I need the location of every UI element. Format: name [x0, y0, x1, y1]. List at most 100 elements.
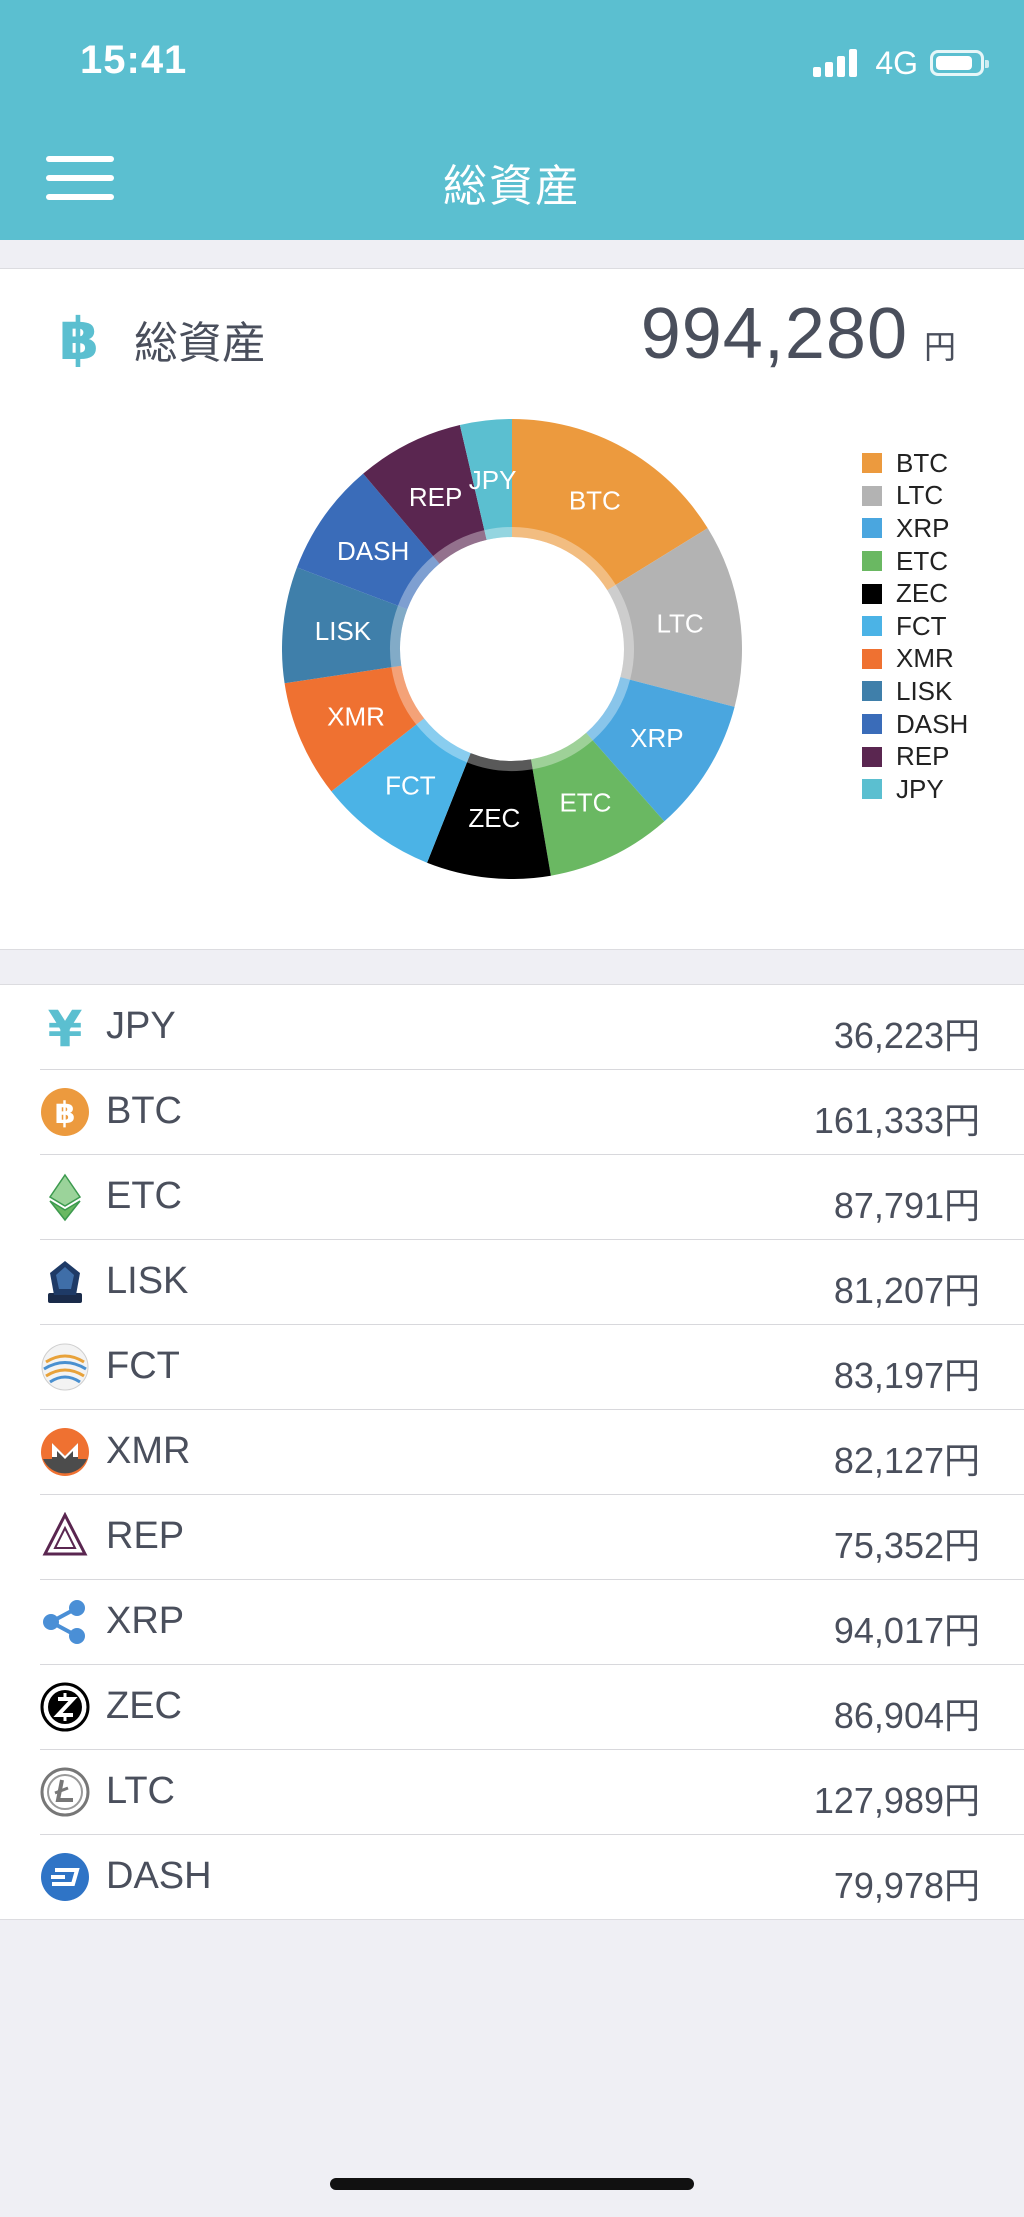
legend-swatch — [862, 453, 882, 474]
donut-slice-rep — [363, 424, 487, 564]
status-time: 15:41 — [80, 38, 188, 82]
asset-row-jpy[interactable]: ¥ JPY 36,223円 — [40, 985, 1024, 1070]
asset-row-ltc[interactable]: LTC 127,989円 — [40, 1750, 1024, 1835]
page-title: 総資産 — [443, 162, 581, 211]
dash-icon — [41, 1853, 89, 1901]
battery-icon — [930, 50, 989, 76]
donut-inner-band — [484, 527, 512, 540]
donut-inner-band — [391, 665, 425, 725]
legend-label: LISK — [896, 675, 953, 706]
legend-label: DASH — [896, 708, 969, 739]
asset-value: 75,352円 — [833, 1525, 980, 1566]
legend-label: ETC — [896, 545, 948, 576]
donut-slice-xmr — [284, 665, 425, 792]
asset-list: ¥ JPY 36,223円 ฿ BTC 161,333円 ETC 87,791円 LISK 81,… — [0, 984, 1024, 1920]
asset-value: 94,017円 — [833, 1610, 980, 1651]
donut-label-lisk: LISK — [315, 616, 372, 646]
legend-swatch — [862, 779, 882, 800]
legend-label: XMR — [896, 643, 954, 674]
donut-label-jpy: JPY — [469, 465, 517, 495]
asset-symbol: XMR — [106, 1430, 191, 1472]
legend-item-jpy: JPY — [862, 773, 968, 806]
yen-icon: ¥ — [48, 1002, 83, 1052]
legend-item-etc: ETC — [862, 545, 968, 578]
donut-label-ltc: LTC — [657, 609, 704, 639]
ripple-icon — [43, 1600, 85, 1644]
asset-row-xrp[interactable]: XRP 94,017円 — [40, 1580, 1024, 1665]
asset-row-btc[interactable]: ฿ BTC 161,333円 — [40, 1070, 1024, 1155]
legend-item-fct: FCT — [862, 610, 968, 643]
status-indicators: 4G — [813, 44, 989, 81]
donut-inner-band — [397, 555, 440, 610]
donut-slice-fct — [331, 718, 471, 863]
asset-symbol: ZEC — [106, 1685, 182, 1727]
asset-symbol: ETC — [106, 1175, 182, 1217]
home-indicator[interactable] — [330, 2178, 694, 2190]
donut-inner-band — [390, 605, 408, 668]
augur-icon — [42, 1512, 88, 1556]
asset-row-lisk[interactable]: LISK 81,207円 — [40, 1240, 1024, 1325]
ethereum-classic-icon — [48, 1173, 82, 1222]
legend-item-rep: REP — [862, 740, 968, 773]
asset-row-xmr[interactable]: XMR 82,127円 — [40, 1410, 1024, 1495]
donut-inner-band — [416, 718, 471, 763]
lisk-icon — [48, 1261, 82, 1303]
asset-symbol: FCT — [106, 1345, 180, 1387]
asset-row-rep[interactable]: REP 75,352円 — [40, 1495, 1024, 1580]
asset-symbol: REP — [106, 1515, 185, 1557]
legend-item-xmr: XMR — [862, 643, 968, 676]
donut-inner-band — [512, 527, 616, 591]
network-type: 4G — [875, 44, 918, 81]
summary-title: 総資産 — [134, 319, 266, 368]
legend-swatch — [862, 746, 882, 767]
legend-item-dash: DASH — [862, 708, 968, 741]
asset-symbol: JPY — [106, 1005, 176, 1047]
asset-value: 82,127円 — [833, 1440, 980, 1481]
donut-label-etc: ETC — [559, 787, 611, 817]
chart-legend: BTC LTC XRP ETC ZEC FCT XMR LISK DASH REP JPY — [862, 447, 968, 806]
asset-value: 87,791円 — [833, 1185, 980, 1226]
legend-label: XRP — [896, 512, 950, 543]
svg-text:฿: ฿ — [55, 1096, 76, 1131]
donut-inner-band — [530, 732, 593, 770]
donut-inner-band — [466, 753, 533, 771]
legend-label: REP — [896, 741, 950, 772]
asset-value: 81,207円 — [833, 1270, 980, 1311]
donut-slice-jpy — [459, 419, 512, 540]
donut-label-xmr: XMR — [327, 702, 385, 732]
hamburger-menu-icon[interactable] — [46, 156, 114, 202]
legend-swatch — [862, 583, 882, 604]
asset-symbol: BTC — [106, 1090, 182, 1132]
asset-symbol: DASH — [106, 1855, 212, 1897]
donut-slice-zec — [427, 753, 551, 879]
total-value: 994,280 — [640, 294, 908, 374]
donut-label-zec: ZEC — [468, 803, 520, 833]
total-amount: 994,280 円 — [641, 293, 956, 375]
donut-label-dash: DASH — [337, 536, 409, 566]
asset-row-zec[interactable]: ZEC 86,904円 — [40, 1665, 1024, 1750]
asset-row-etc[interactable]: ETC 87,791円 — [40, 1155, 1024, 1240]
legend-swatch — [862, 616, 882, 637]
signal-icon — [813, 49, 861, 77]
donut-inner-band — [433, 530, 487, 564]
donut-slice-xrp — [586, 677, 735, 822]
svg-text:¥: ¥ — [48, 1002, 83, 1052]
zcash-icon — [40, 1682, 90, 1732]
factom-icon — [41, 1343, 89, 1391]
asset-row-dash[interactable]: DASH 79,978円 — [40, 1835, 1024, 1919]
asset-value: 36,223円 — [833, 1015, 980, 1056]
asset-row-fct[interactable]: FCT 83,197円 — [40, 1325, 1024, 1410]
asset-value: 86,904円 — [833, 1695, 980, 1736]
donut-slice-btc — [512, 419, 708, 591]
asset-symbol: LTC — [106, 1770, 175, 1812]
legend-label: LTC — [896, 480, 944, 511]
bitcoin-icon: ฿ — [41, 1088, 89, 1136]
asset-symbol: XRP — [106, 1600, 185, 1642]
svg-text:฿: ฿ — [59, 307, 99, 367]
asset-value: 83,197円 — [833, 1355, 980, 1396]
donut-label-xrp: XRP — [630, 723, 683, 753]
donut-slice-dash — [296, 473, 440, 610]
legend-label: JPY — [896, 773, 944, 804]
asset-value: 161,333円 — [813, 1100, 980, 1141]
